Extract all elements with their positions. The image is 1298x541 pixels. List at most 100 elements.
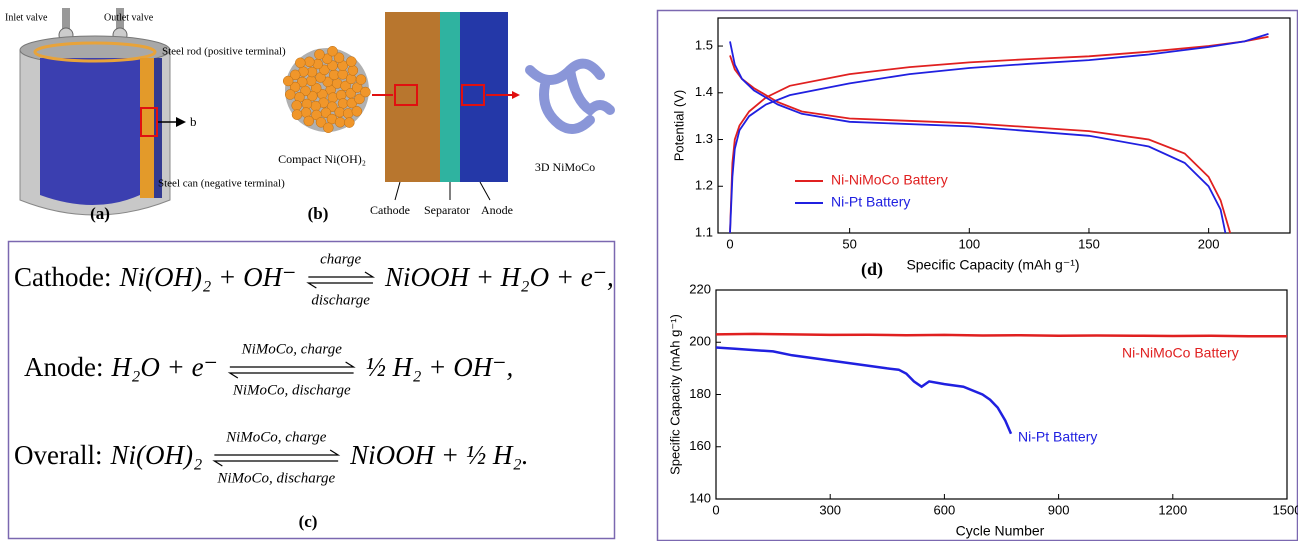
- particle: [311, 101, 321, 111]
- panel-label: (a): [90, 204, 110, 223]
- pointer-arrow: [176, 117, 186, 127]
- x-tick-label: 100: [958, 236, 980, 251]
- chart: 0 50 100 150 200 1.1 1.2 1.3 1.4 1.5 Specific Capa…: [671, 18, 1290, 273]
- arrow-head: [512, 91, 520, 99]
- equation-lhs: H₂O + e⁻: [110, 352, 217, 382]
- arrow-label: discharge: [311, 292, 370, 308]
- x-tick-label: 150: [1078, 236, 1100, 251]
- outlet-label: Outlet valve: [104, 12, 154, 23]
- equation-lhs: Ni(OH)₂ + OH⁻: [118, 262, 296, 292]
- material-label: 3D NiMoCo: [535, 160, 595, 174]
- arrow-label: NiMoCo, discharge: [216, 470, 335, 486]
- particle: [346, 57, 356, 67]
- x-tick-label: 900: [1048, 502, 1070, 517]
- particles: [283, 46, 370, 133]
- x-tick-label: 0: [712, 502, 719, 517]
- y-tick-label: 160: [689, 438, 711, 453]
- rod-label: Steel rod (positive terminal): [162, 46, 286, 58]
- y-tick-label: 220: [689, 281, 711, 296]
- legend-label: Ni-Pt Battery: [831, 194, 910, 210]
- material-label: Compact Ni(OH)₂: [278, 152, 366, 166]
- particle: [323, 123, 333, 133]
- equation-label: Overall:: [14, 440, 102, 470]
- panel-d: (d) 0 50 100 150 200 1.1 1.2 1.3 1.4 1.5 Specific …: [658, 11, 1298, 541]
- x-tick-label: 0: [726, 236, 733, 251]
- layer-label: Anode: [481, 203, 513, 217]
- particle: [352, 106, 362, 116]
- y-axis-title: Specific Capacity (mAh g⁻¹): [667, 314, 682, 475]
- y-tick-label: 1.1: [695, 224, 713, 239]
- particle: [304, 116, 314, 126]
- inlet-label: Inlet valve: [5, 12, 48, 23]
- plot-frame: [716, 290, 1287, 499]
- figure: Inlet valve Outlet valve Steel rod (posi…: [0, 0, 1298, 541]
- panel-label: (b): [308, 204, 329, 223]
- particle: [327, 46, 337, 56]
- equilibrium-arrow: [214, 450, 338, 466]
- x-tick-label: 600: [934, 502, 956, 517]
- particle: [283, 76, 293, 86]
- nimoco-network: [530, 64, 610, 129]
- panel-c: Cathode:Ni(OH)₂ + OH⁻ charge discharge NiOO…: [9, 242, 615, 539]
- equation-label: Cathode:: [14, 262, 111, 292]
- leader: [480, 182, 490, 200]
- particle: [335, 117, 345, 127]
- leader: [395, 182, 400, 200]
- series-line: [716, 334, 1287, 336]
- x-axis-title: Specific Capacity (mAh g⁻¹): [906, 257, 1079, 273]
- equation-label: Anode:: [24, 352, 103, 382]
- particle: [292, 110, 302, 120]
- separator-layer: [440, 12, 460, 182]
- arrow-label: NiMoCo, charge: [225, 429, 327, 445]
- layer-label: Separator: [424, 203, 470, 217]
- y-tick-label: 140: [689, 490, 711, 505]
- x-tick-label: 300: [819, 502, 841, 517]
- y-tick-label: 1.2: [695, 178, 713, 193]
- equilibrium-arrow: [230, 362, 354, 378]
- equation-rhs: NiOOH + ½ H₂.: [349, 440, 528, 470]
- can-label: Steel can (negative terminal): [158, 178, 285, 190]
- y-tick-label: 1.4: [695, 84, 713, 99]
- x-tick-label: 50: [842, 236, 856, 251]
- legend-label: Ni-NiMoCo Battery: [831, 172, 948, 188]
- y-axis-title: Potential (V): [671, 90, 686, 162]
- particle: [285, 90, 295, 100]
- y-tick-label: 1.5: [695, 37, 713, 52]
- pointer-label: b: [190, 114, 197, 129]
- rod-layer: [140, 58, 154, 198]
- panel-label: (d): [861, 259, 883, 280]
- equilibrium-arrow: [308, 272, 373, 288]
- particle: [356, 75, 366, 85]
- particle: [360, 87, 370, 97]
- electrode-roll: [40, 58, 140, 205]
- y-tick-label: 1.3: [695, 131, 713, 146]
- x-tick-label: 1200: [1158, 502, 1187, 517]
- arrow-label: charge: [320, 251, 361, 267]
- particle: [346, 74, 356, 84]
- y-tick-label: 200: [689, 334, 711, 349]
- series-label: Ni-Pt Battery: [1018, 429, 1097, 445]
- panel-a: Inlet valve Outlet valve Steel rod (posi…: [5, 8, 286, 223]
- equation-rhs: ½ H₂ + OH⁻,: [366, 352, 514, 382]
- chart: 0 300 600 900 1200 1500 140 160 180 200 220 Cycle N…: [667, 281, 1298, 538]
- panel-label: (c): [299, 512, 318, 531]
- equations: Cathode:Ni(OH)₂ + OH⁻ charge discharge NiOO…: [14, 251, 614, 486]
- x-tick-label: 200: [1198, 236, 1220, 251]
- equation-rhs: NiOOH + H₂O + e⁻,: [384, 262, 614, 292]
- arrow-label: NiMoCo, discharge: [232, 382, 351, 398]
- cathode-layer: [385, 12, 440, 182]
- x-tick-label: 1500: [1273, 502, 1298, 517]
- series-label: Ni-NiMoCo Battery: [1122, 345, 1239, 361]
- particle: [344, 118, 354, 128]
- charts: 0 50 100 150 200 1.1 1.2 1.3 1.4 1.5 Specific Capa…: [667, 18, 1298, 539]
- x-axis-title: Cycle Number: [956, 523, 1045, 539]
- particle: [292, 101, 302, 111]
- y-tick-label: 180: [689, 386, 711, 401]
- particle: [306, 76, 316, 86]
- panel-b: Compact Ni(OH)₂ 3D NiMoCo Cathode Separa…: [278, 12, 610, 223]
- equation-lhs: Ni(OH)₂: [109, 440, 202, 470]
- particle: [343, 108, 353, 118]
- particle: [314, 49, 324, 59]
- series-line: [716, 348, 1011, 434]
- layer-label: Cathode: [370, 203, 410, 217]
